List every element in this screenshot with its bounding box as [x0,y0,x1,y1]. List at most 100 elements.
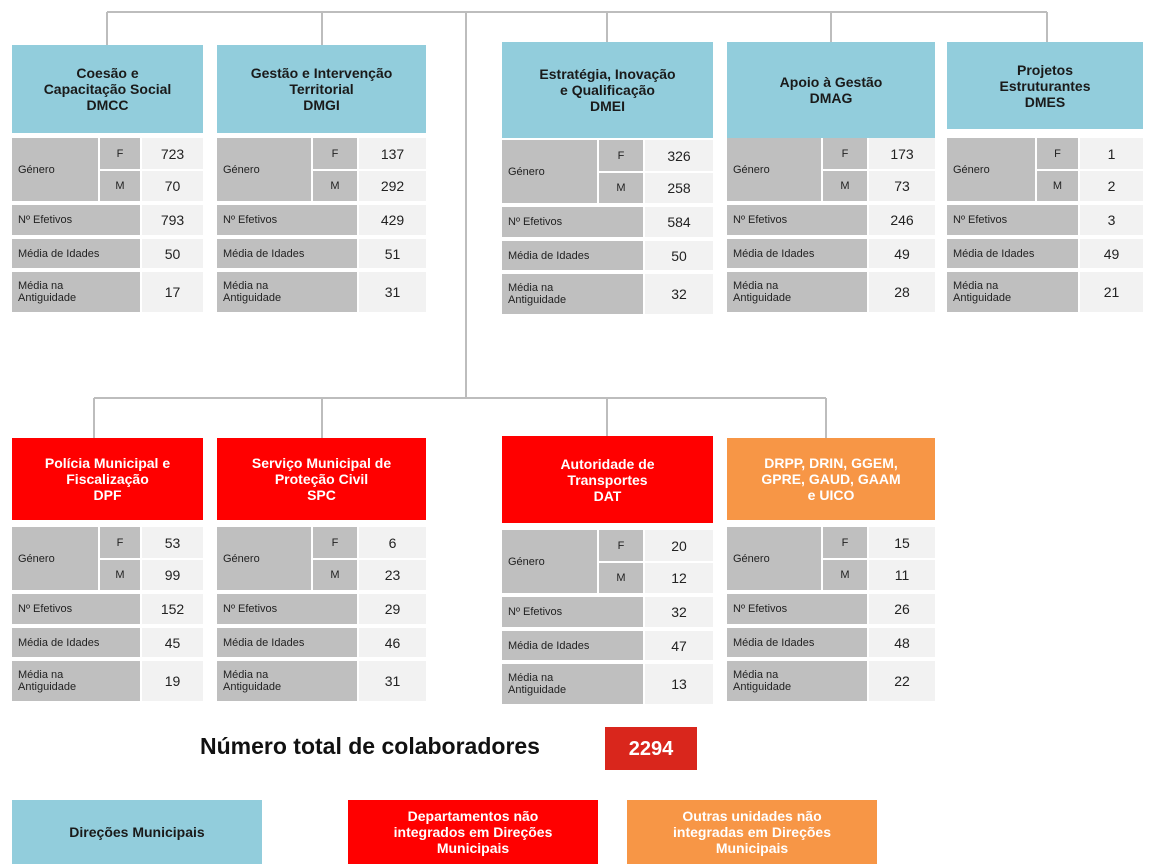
text-line: Direções Municipais [69,824,205,840]
idades-value: 49 [869,239,935,268]
unit-header: Projetos Estruturantes DMES [947,42,1143,129]
f-value: 53 [142,527,203,558]
efetivos-value: 584 [645,207,713,237]
idades-value: 51 [359,239,426,268]
efetivos-value: 32 [645,597,713,627]
idades-label: Média de Idades [217,239,357,268]
antiguidade-value: 21 [1080,272,1143,312]
idades-value: 47 [645,631,713,660]
efetivos-label: Nº Efetivos [217,594,357,624]
idades-label: Média de Idades [12,239,140,268]
f-label: F [823,138,867,169]
efetivos-label: Nº Efetivos [502,207,643,237]
idades-value: 50 [645,241,713,270]
antiguidade-label: Média na Antiguidade [502,274,643,314]
antiguidade-label: Média na Antiguidade [727,272,867,312]
text-line: Serviço Municipal de [251,455,392,471]
text-line: Departamentos não [407,808,539,824]
efetivos-label: Nº Efetivos [947,205,1078,235]
text-line: DMCC [86,97,129,113]
idades-label: Média de Idades [727,239,867,268]
f-label: F [100,138,140,169]
f-value: 723 [142,138,203,169]
antiguidade-value: 31 [359,661,426,701]
text-line: Polícia Municipal e [44,455,171,471]
f-label: F [313,138,357,169]
m-label: M [313,171,357,201]
efetivos-label: Nº Efetivos [727,205,867,235]
text-line: Transportes [567,471,648,488]
m-value: 23 [359,560,426,590]
antiguidade-value: 17 [142,272,203,312]
text-line: integradas em Direções [673,824,831,840]
idades-value: 50 [142,239,203,268]
efetivos-value: 429 [359,205,426,235]
m-label: M [823,560,867,590]
m-label: M [313,560,357,590]
m-value: 99 [142,560,203,590]
text-line: GPRE, GAUD, GAAM [761,471,901,487]
efetivos-value: 29 [359,594,426,624]
m-value: 2 [1080,171,1143,201]
idades-label: Média de Idades [727,628,867,657]
m-label: M [599,563,643,593]
text-line: DAT [593,487,622,504]
idades-value: 45 [142,628,203,657]
text-line: SPC [307,487,336,503]
text-line: DMAG [809,90,853,106]
efetivos-value: 3 [1080,205,1143,235]
text-line: DRPP, DRIN, GGEM, [764,455,898,471]
text-line: Autoridade de [560,455,655,472]
m-label: M [823,171,867,201]
m-value: 73 [869,171,935,201]
text-line: Projetos [1016,61,1073,78]
antiguidade-label: Média na Antiguidade [502,664,643,704]
gender-label: Género [502,140,597,203]
idades-value: 46 [359,628,426,657]
efetivos-value: 246 [869,205,935,235]
gender-label: Género [727,138,821,201]
f-value: 326 [645,140,713,171]
m-label: M [1037,171,1078,201]
antiguidade-value: 28 [869,272,935,312]
text-line: Apoio à Gestão [779,74,883,90]
antiguidade-value: 32 [645,274,713,314]
gender-label: Género [217,527,311,590]
m-value: 258 [645,173,713,203]
f-label: F [100,527,140,558]
gender-label: Género [502,530,597,593]
unit-header: Apoio à Gestão DMAG [727,42,935,138]
text-line: DPF [93,487,122,503]
efetivos-label: Nº Efetivos [727,594,867,624]
text-line: integrados em Direções [393,824,553,840]
antiguidade-label: Média na Antiguidade [12,272,140,312]
f-label: F [599,140,643,171]
antiguidade-label: Média na Antiguidade [217,272,357,312]
gender-label: Género [12,138,98,201]
gender-label: Género [12,527,98,590]
text-line: DMGI [303,97,340,113]
m-value: 12 [645,563,713,593]
text-line: e Qualificação [560,82,655,98]
idades-label: Média de Idades [217,628,357,657]
antiguidade-value: 13 [645,664,713,704]
gender-label: Género [727,527,821,590]
gender-label: Género [217,138,311,201]
antiguidade-value: 19 [142,661,203,701]
unit-header: Estratégia, Inovação e Qualificação DMEI [502,42,713,138]
antiguidade-label: Média na Antiguidade [12,661,140,701]
f-label: F [313,527,357,558]
efetivos-value: 26 [869,594,935,624]
efetivos-value: 152 [142,594,203,624]
idades-label: Média de Idades [502,631,643,660]
m-value: 70 [142,171,203,201]
unit-header: Coesão e Capacitação Social DMCC [12,45,203,133]
antiguidade-value: 22 [869,661,935,701]
text-line: Proteção Civil [274,471,369,487]
idades-label: Média de Idades [947,239,1078,268]
antiguidade-label: Média na Antiguidade [727,661,867,701]
m-label: M [100,171,140,201]
text-line: Territorial [289,81,354,97]
